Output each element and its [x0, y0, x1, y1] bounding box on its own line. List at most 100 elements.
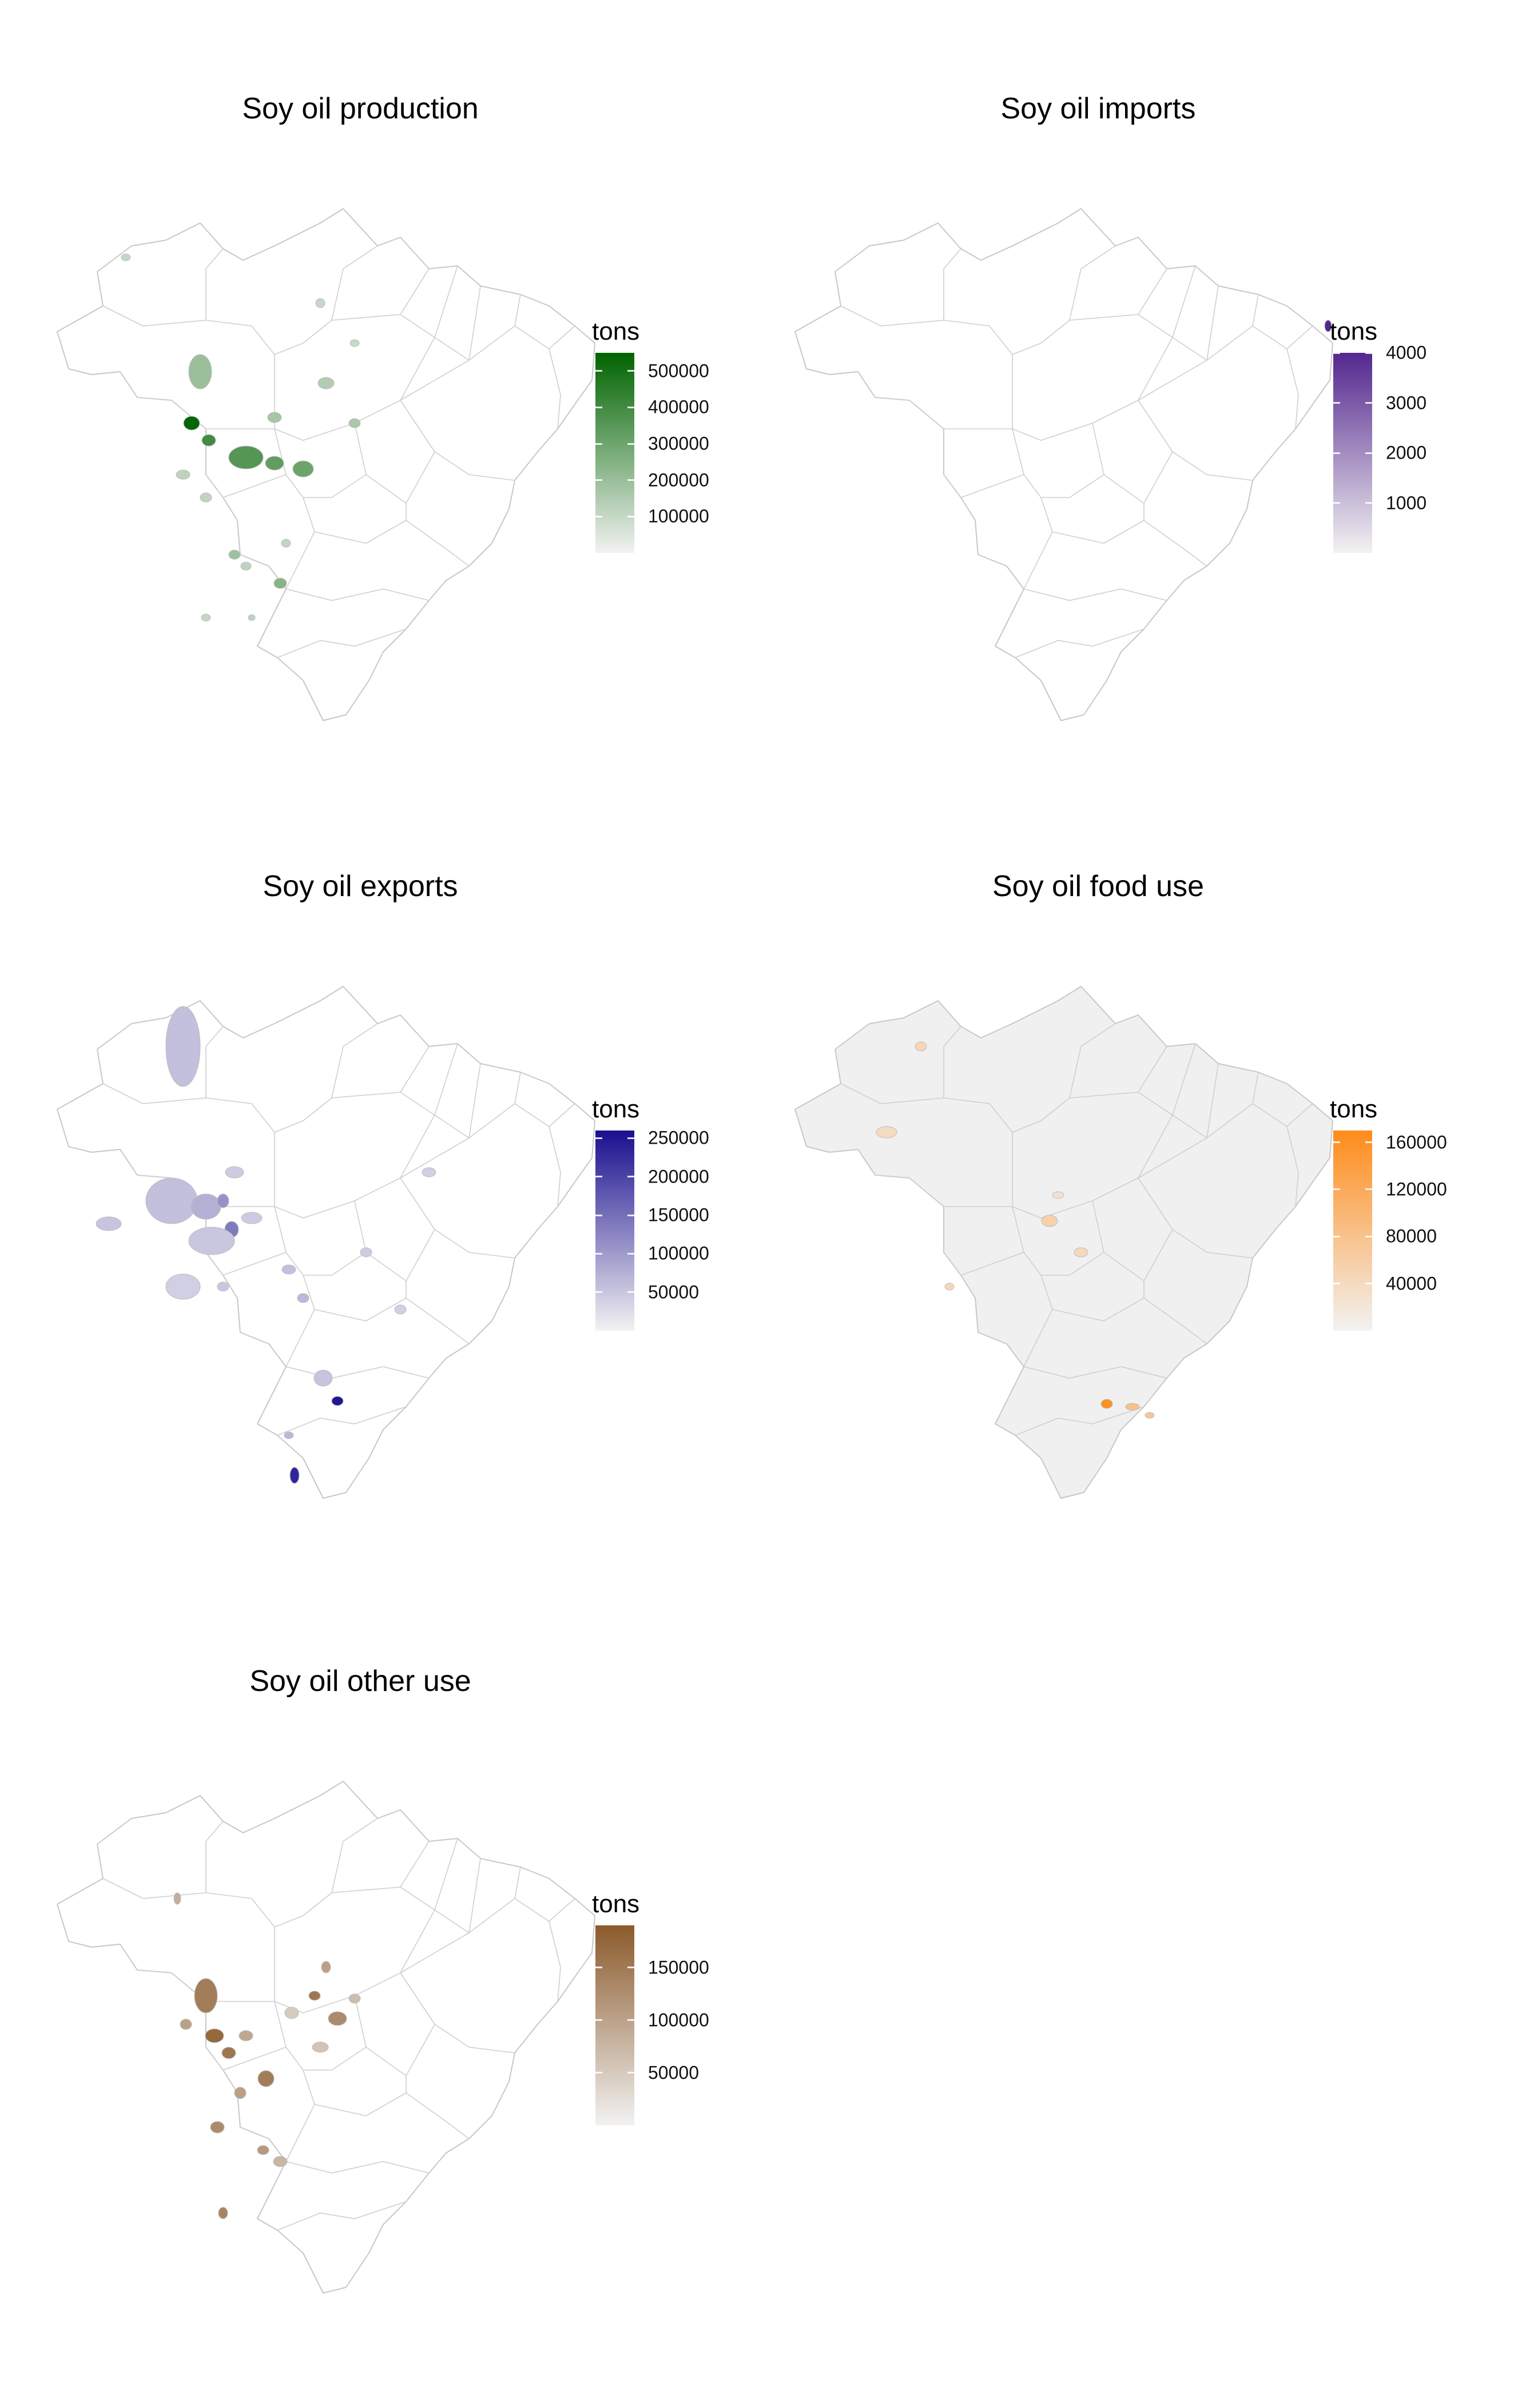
state-border: [314, 503, 407, 544]
state-border: [406, 2092, 470, 2139]
state-border: [406, 1297, 470, 1344]
legend-tick-mark: [595, 2019, 634, 2021]
state-border: [205, 2047, 287, 2071]
municipality-region: [145, 1177, 198, 1224]
state-border: [1023, 588, 1167, 601]
municipality-region: [292, 460, 314, 477]
brazil-map: [57, 1781, 595, 2294]
municipality-region: [188, 1227, 235, 1255]
legend-tick-mark: [595, 1214, 634, 1216]
municipality-region: [297, 1293, 309, 1303]
state-border: [400, 400, 515, 481]
municipality-region: [210, 2121, 225, 2134]
state-border: [205, 474, 287, 498]
legend-tick-label: 120000: [1386, 1179, 1447, 1200]
state-border: [1012, 1200, 1104, 1276]
legend-tick-mark: [595, 515, 634, 518]
panel-food-use: Soy oil food use tons 160000 120000 80000 4…: [738, 801, 1476, 1561]
municipality-region: [240, 562, 252, 571]
state-border: [1015, 628, 1145, 658]
country-outline: [57, 986, 595, 1499]
legend-ticks: 150000 100000 50000: [595, 1925, 733, 2126]
state-border: [285, 2161, 430, 2174]
legend-title: tons: [592, 1095, 640, 1123]
municipality-region: [241, 1212, 263, 1224]
country-outline: [794, 208, 1333, 721]
municipality-region: [183, 416, 200, 431]
state-border: [875, 1175, 944, 1207]
municipality-region: [1100, 1399, 1113, 1409]
municipality-region: [281, 539, 291, 548]
legend-tick-mark: [595, 443, 634, 445]
legend-tick-label: 1000: [1386, 492, 1427, 513]
municipality-region: [217, 1281, 229, 1292]
legend-tick-mark: [1333, 1283, 1372, 1285]
legend-title: tons: [1330, 1095, 1378, 1123]
state-border: [277, 2201, 407, 2231]
panel-title: Soy oil other use: [249, 1665, 471, 1698]
legend-colorbar: [1333, 1131, 1372, 1331]
state-border: [205, 248, 224, 320]
legend-tick-mark: [595, 1291, 634, 1293]
state-border: [1286, 1126, 1299, 1207]
legend-colorbar: [595, 1131, 634, 1331]
state-border: [274, 1200, 367, 1276]
legend-tick-mark: [595, 370, 634, 372]
municipality-region: [1052, 1191, 1064, 1199]
state-border: [285, 1366, 430, 1379]
state-border: [205, 1821, 224, 1893]
legend-ticks: 500000 400000 300000 200000 100000: [595, 353, 733, 553]
legend-title: tons: [592, 317, 640, 345]
municipality-region: [257, 2145, 269, 2155]
municipality-region: [257, 2070, 275, 2087]
municipality-region: [1125, 1403, 1140, 1411]
legend-tick-label: 150000: [648, 1204, 709, 1225]
state-border: [549, 348, 561, 429]
municipality-region: [360, 1247, 372, 1257]
municipality-region: [876, 1126, 897, 1139]
color-legend: tons 160000 120000 80000 40000: [1330, 1095, 1479, 1335]
municipality-region: [225, 1166, 244, 1179]
legend-tick-label: 40000: [1386, 1273, 1437, 1294]
state-border: [943, 474, 1024, 498]
legend-tick-label: 50000: [648, 1281, 699, 1303]
legend-tick-label: 200000: [648, 469, 709, 491]
municipality-region: [915, 1041, 927, 1052]
municipality-region: [176, 469, 190, 480]
state-border: [1138, 1177, 1253, 1259]
legend-colorbar: [595, 353, 634, 553]
state-border: [549, 1126, 561, 1207]
municipality-region: [348, 1993, 361, 2004]
legend-ticks: 4000 3000 2000 1000: [1333, 343, 1471, 553]
country-outline: [57, 208, 595, 721]
color-legend: tons 150000 100000 50000: [592, 1890, 741, 2130]
state-border: [314, 1281, 407, 1322]
municipality-region: [201, 434, 216, 447]
legend-tick-mark: [1333, 402, 1372, 404]
legend-tick-label: 200000: [648, 1166, 709, 1187]
legend-tick-label: 2000: [1386, 442, 1427, 463]
state-border: [400, 1177, 515, 1259]
state-border: [549, 1921, 561, 2002]
state-border: [1012, 423, 1104, 498]
municipality-region: [165, 1273, 201, 1300]
legend-tick-label: 100000: [648, 2009, 709, 2031]
municipality-region: [313, 1370, 333, 1387]
municipality-region: [312, 2041, 329, 2053]
municipality-region: [944, 1283, 955, 1291]
state-border: [1286, 348, 1299, 429]
legend-tick-mark: [1333, 352, 1372, 354]
legend-tick-label: 400000: [648, 396, 709, 417]
state-border: [400, 1972, 515, 2053]
municipality-region: [188, 354, 212, 389]
legend-tick-label: 300000: [648, 433, 709, 454]
municipality-region: [321, 1961, 331, 1973]
municipality-region: [308, 1991, 321, 2001]
color-legend: tons 250000 200000 150000 100000 50000: [592, 1095, 741, 1335]
panel-production: Soy oil production tons 500000 400000 3000…: [0, 23, 738, 783]
state-border: [277, 1406, 407, 1436]
municipality-region: [165, 1006, 201, 1087]
legend-tick-label: 500000: [648, 360, 709, 381]
legend-tick-label: 150000: [648, 1957, 709, 1978]
brazil-map: [57, 208, 595, 721]
